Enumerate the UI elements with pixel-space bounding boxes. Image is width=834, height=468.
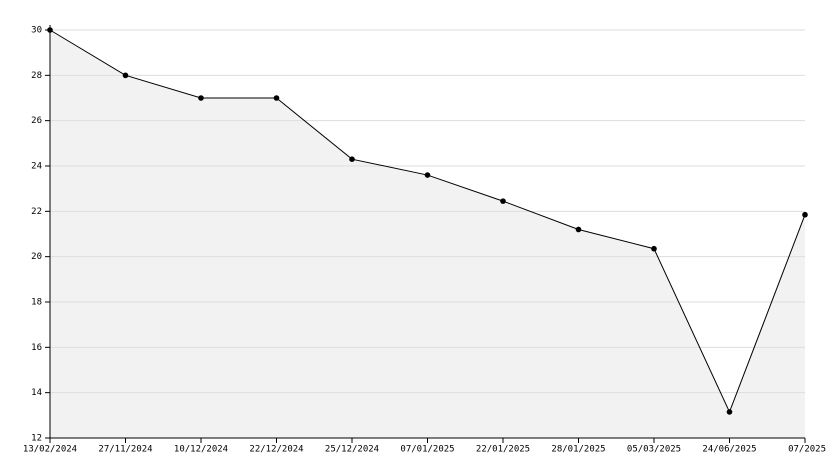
x-tick-label: 05/03/2025	[627, 445, 681, 455]
x-tick-label: 07/01/2025	[400, 445, 454, 455]
x-tick-label: 22/12/2024	[249, 445, 303, 455]
point	[651, 245, 657, 252]
x-tick-label: 25/12/2024	[325, 445, 379, 455]
y-tick-label: 16	[31, 343, 42, 353]
point	[500, 198, 506, 204]
point	[802, 211, 808, 218]
y-tick-label: 30	[31, 26, 42, 36]
point	[122, 72, 129, 79]
point	[424, 172, 431, 178]
x-tick-label: 13/02/2024	[23, 445, 77, 455]
point	[726, 409, 733, 415]
y-tick-label: 14	[31, 388, 42, 398]
y-tick-label: 28	[31, 71, 42, 81]
x-tick-label: 24/06/2025	[702, 445, 756, 455]
y-tick-label: 20	[31, 252, 42, 262]
point	[349, 156, 355, 162]
x-tick-label: 10/12/2024	[174, 445, 228, 455]
point	[47, 27, 53, 33]
y-tick-label: 18	[31, 298, 42, 308]
x-tick-label: 22/01/2025	[476, 445, 530, 455]
y-tick-label: 24	[31, 162, 42, 172]
y-tick-label: 12	[31, 434, 42, 444]
area-fill	[50, 30, 805, 438]
x-tick-label: 28/01/2025	[551, 445, 605, 455]
y-tick-label: 26	[31, 116, 42, 126]
y-tick-label: 22	[31, 207, 42, 217]
point	[198, 95, 204, 101]
point	[273, 95, 280, 101]
point	[575, 226, 582, 233]
x-tick-label: 27/11/2024	[98, 445, 152, 455]
x-tick-label: 07/2025	[788, 445, 826, 455]
